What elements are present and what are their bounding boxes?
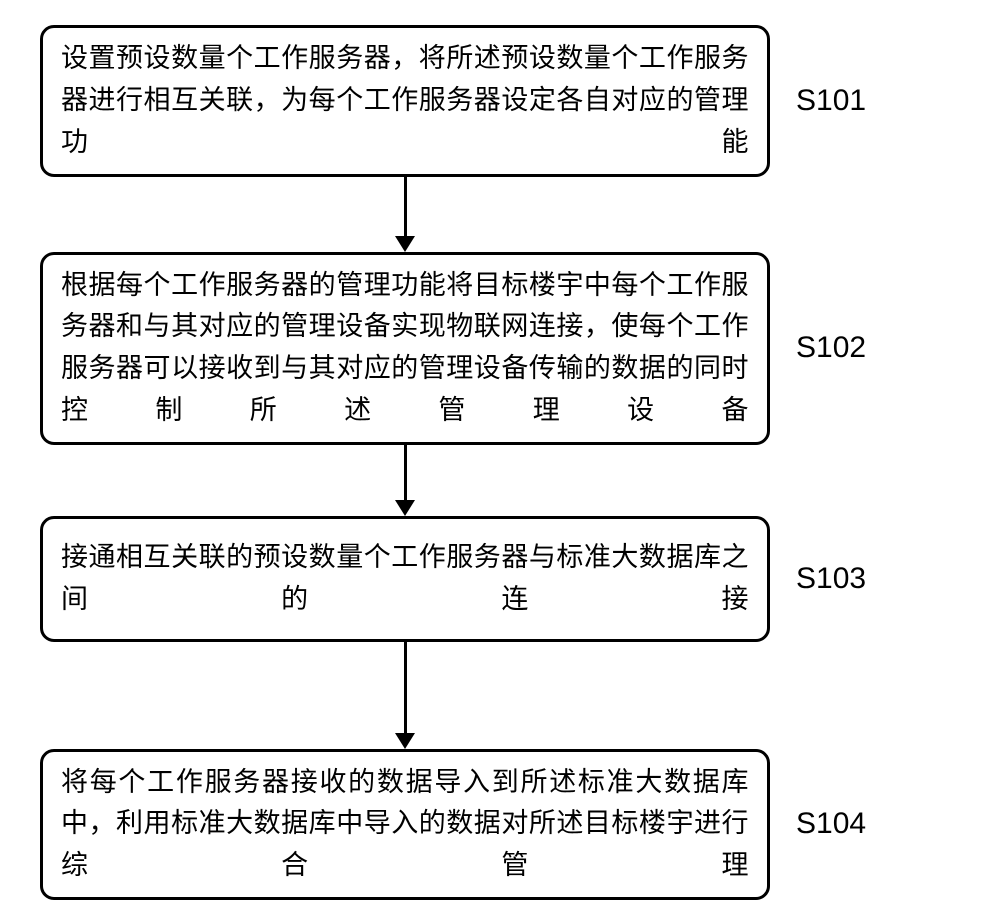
arrowhead-icon: [395, 500, 415, 516]
arrow-connector: [395, 177, 415, 252]
connector-wrap: [40, 445, 770, 516]
arrow-line: [404, 177, 407, 237]
step-row: 设置预设数量个工作服务器，将所述预设数量个工作服务器进行相互关联，为每个工作服务…: [40, 25, 960, 177]
step-row: 根据每个工作服务器的管理功能将目标楼宇中每个工作服务器和与其对应的管理设备实现物…: [40, 252, 960, 445]
step-text: 根据每个工作服务器的管理功能将目标楼宇中每个工作服务器和与其对应的管理设备实现物…: [61, 270, 749, 426]
step-box-s102: 根据每个工作服务器的管理功能将目标楼宇中每个工作服务器和与其对应的管理设备实现物…: [40, 252, 770, 445]
arrow-connector: [395, 445, 415, 516]
connector-wrap: [40, 177, 770, 252]
arrow-line: [404, 642, 407, 734]
step-text: 将每个工作服务器接收的数据导入到所述标准大数据库中，利用标准大数据库中导入的数据…: [61, 767, 749, 881]
connector-wrap: [40, 642, 770, 749]
step-box-s104: 将每个工作服务器接收的数据导入到所述标准大数据库中，利用标准大数据库中导入的数据…: [40, 749, 770, 900]
step-row: 接通相互关联的预设数量个工作服务器与标准大数据库之间的连接 S103: [40, 516, 960, 642]
step-box-s101: 设置预设数量个工作服务器，将所述预设数量个工作服务器进行相互关联，为每个工作服务…: [40, 25, 770, 177]
step-row: 将每个工作服务器接收的数据导入到所述标准大数据库中，利用标准大数据库中导入的数据…: [40, 749, 960, 900]
flowchart-container: 设置预设数量个工作服务器，将所述预设数量个工作服务器进行相互关联，为每个工作服务…: [40, 25, 960, 900]
step-text: 接通相互关联的预设数量个工作服务器与标准大数据库之间的连接: [61, 542, 749, 614]
step-box-s103: 接通相互关联的预设数量个工作服务器与标准大数据库之间的连接: [40, 516, 770, 642]
arrowhead-icon: [395, 733, 415, 749]
step-label-s103: S103: [770, 562, 866, 596]
arrowhead-icon: [395, 236, 415, 252]
step-label-s101: S101: [770, 84, 866, 118]
arrow-line: [404, 445, 407, 501]
step-text: 设置预设数量个工作服务器，将所述预设数量个工作服务器进行相互关联，为每个工作服务…: [61, 43, 749, 157]
step-label-s102: S102: [770, 331, 866, 365]
arrow-connector: [395, 642, 415, 749]
step-label-s104: S104: [770, 807, 866, 841]
